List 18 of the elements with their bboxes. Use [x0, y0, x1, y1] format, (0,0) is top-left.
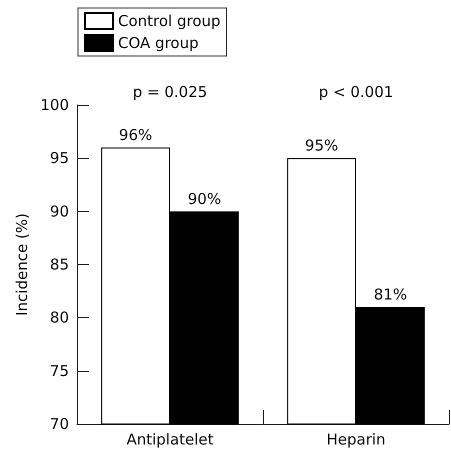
- y-tick-label: 95: [50, 149, 69, 168]
- data-label: 95%: [304, 136, 338, 155]
- x-tick-label: Antiplatelet: [126, 430, 214, 448]
- text: p = 0.025: [132, 83, 208, 101]
- y-tick-label: 85: [50, 256, 69, 274]
- y-axis-title: Incidence (%): [12, 213, 31, 316]
- y-tick-label: 70: [50, 415, 69, 433]
- y-tick-label: 75: [50, 362, 69, 380]
- data-label: 90%: [188, 190, 222, 208]
- y-tick-label: 100: [40, 96, 69, 114]
- text: p < 0.001: [318, 83, 394, 101]
- x-tick-label: Heparin: [326, 430, 386, 448]
- data-label: 96%: [118, 126, 152, 144]
- legend-label: COA group: [118, 34, 199, 52]
- data-label: 81%: [374, 286, 408, 304]
- legend-label: Control group: [118, 12, 221, 30]
- y-tick-label: 80: [50, 308, 69, 327]
- y-tick-label: 90: [50, 202, 69, 220]
